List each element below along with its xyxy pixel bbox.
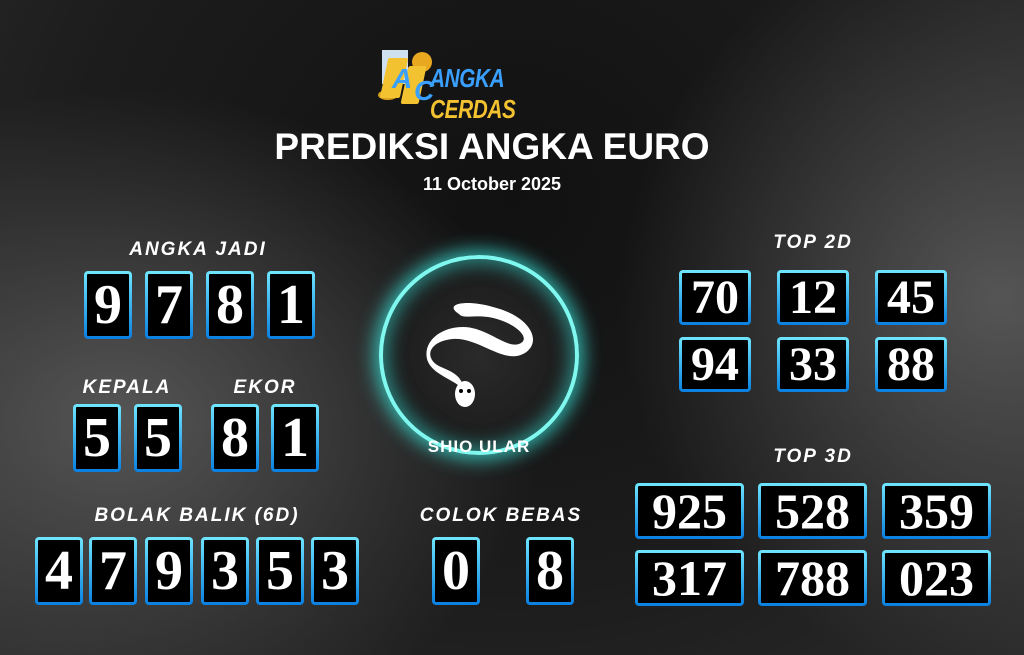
top2d-label: TOP 2D [773, 232, 853, 253]
bolak-balik-digit: 5 [256, 537, 304, 605]
top2d-value: 45 [875, 270, 947, 325]
top3d-label: TOP 3D [773, 446, 853, 467]
bolak-balik-digit: 4 [35, 537, 83, 605]
bolak-balik-digit: 9 [145, 537, 193, 605]
kepala-digit: 5 [134, 404, 182, 472]
top3d-value: 359 [882, 483, 991, 539]
angka-jadi-digit: 9 [84, 271, 132, 339]
shio-label: SHIO ULAR [427, 437, 531, 456]
logo-icon: A C [378, 50, 435, 105]
bolak-balik-digit: 3 [201, 537, 249, 605]
page-title: PREDIKSI ANGKA EURO [274, 126, 710, 167]
angka-jadi-digit: 1 [267, 271, 315, 339]
top2d-value: 12 [777, 270, 849, 325]
logo-text: ANGKA CERDAS [430, 63, 568, 125]
angka-jadi-digit: 8 [206, 271, 254, 339]
colok-bebas-digit: 8 [526, 537, 574, 605]
ekor-digit: 1 [271, 404, 319, 472]
date: 11 October 2025 [422, 174, 562, 194]
top2d-value: 94 [679, 337, 751, 392]
logo: A C ANGKA CERDAS [378, 45, 603, 124]
top3d-value: 023 [882, 550, 991, 606]
kepala-digit: 5 [73, 404, 121, 472]
logo-text-cerdas: CERDAS [430, 94, 516, 124]
angka-jadi-digit: 7 [145, 271, 193, 339]
top3d-value: 788 [758, 550, 867, 606]
colok-bebas-label: COLOK BEBAS [419, 505, 583, 526]
shio-circle [379, 255, 579, 455]
snake-icon [426, 303, 533, 407]
ekor-label: EKOR [233, 377, 297, 398]
top3d-value: 528 [758, 483, 867, 539]
top3d-value: 925 [635, 483, 744, 539]
svg-text:A: A [391, 63, 412, 94]
kepala-label: KEPALA [82, 377, 172, 398]
top2d-value: 70 [679, 270, 751, 325]
svg-text:C: C [414, 75, 435, 105]
colok-bebas-digit: 0 [432, 537, 480, 605]
bolak-balik-digit: 7 [89, 537, 137, 605]
bolak-balik-digit: 3 [311, 537, 359, 605]
bolak-balik-label: BOLAK BALIK (6D) [94, 505, 300, 526]
top2d-value: 33 [777, 337, 849, 392]
top2d-value: 88 [875, 337, 947, 392]
logo-text-angka: ANGKA [430, 63, 504, 93]
ekor-digit: 8 [211, 404, 259, 472]
top3d-value: 317 [635, 550, 744, 606]
angka-jadi-label: ANGKA JADI [129, 239, 267, 260]
